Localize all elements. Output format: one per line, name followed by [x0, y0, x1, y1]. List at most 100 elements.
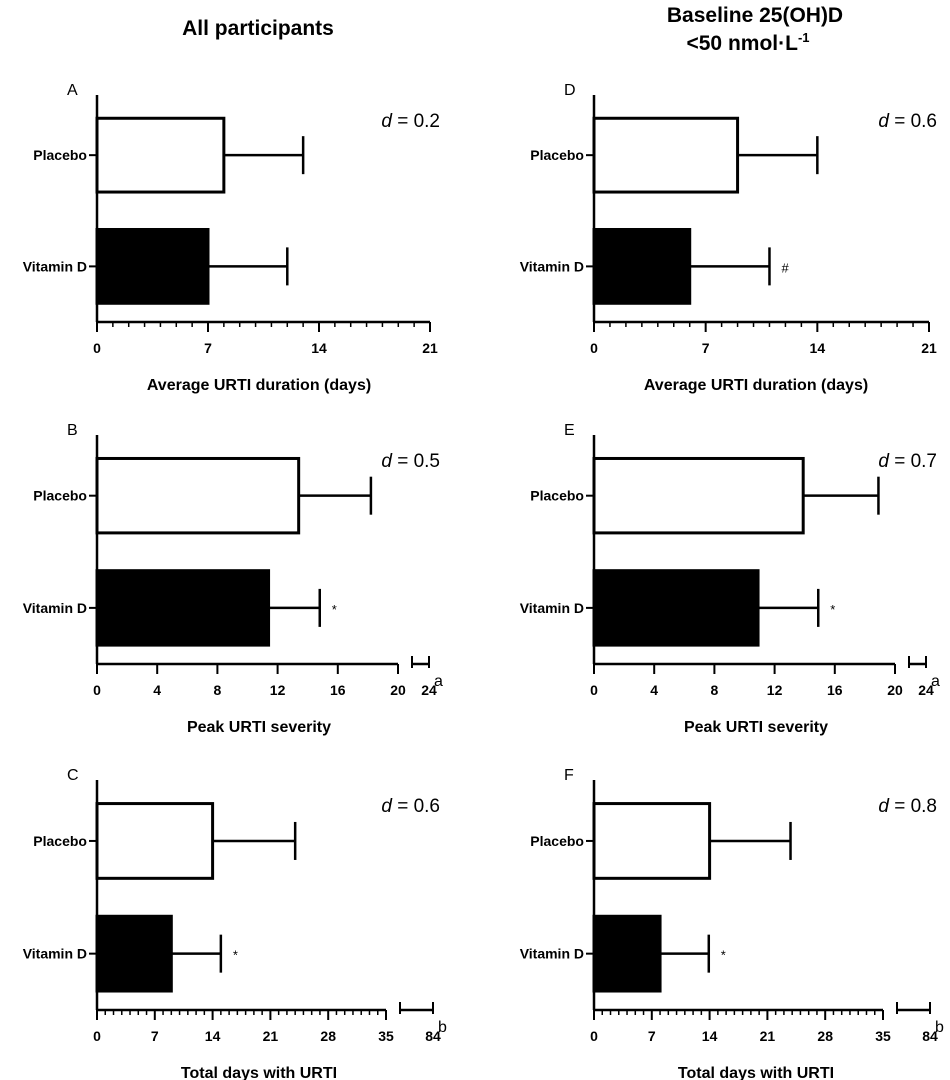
right-column-title-line1: Baseline 25(OH)D — [667, 4, 843, 27]
x-axis-title: Total days with URTI — [678, 1065, 834, 1080]
x-tick-label: 20 — [887, 682, 903, 698]
axis-break-footnote: a — [434, 673, 443, 690]
category-label: Vitamin D — [23, 258, 87, 274]
x-tick-label: 21 — [760, 1028, 776, 1044]
right-title-main: <50 nmol·L — [686, 32, 798, 55]
bar-placebo — [95, 802, 215, 880]
category-label: Vitamin D — [23, 946, 87, 962]
effect-size-symbol: d — [381, 451, 393, 472]
panel-letter: C — [67, 767, 79, 784]
effect-size-symbol: d — [381, 111, 393, 132]
effect-size-value: = 0.2 — [392, 111, 440, 132]
effect-size-symbol: d — [878, 451, 890, 472]
x-axis-title: Average URTI duration (days) — [147, 377, 371, 394]
effect-size-value: = 0.6 — [392, 796, 440, 817]
bar-placebo — [95, 116, 226, 194]
effect-size-symbol: d — [878, 796, 890, 817]
effect-size-value: = 0.8 — [889, 796, 937, 817]
x-axis-title: Average URTI duration (days) — [644, 377, 868, 394]
x-tick-label: 4 — [650, 682, 658, 698]
category-label: Vitamin D — [520, 258, 584, 274]
effect-size-value: = 0.7 — [889, 451, 937, 472]
effect-size-symbol: d — [381, 796, 393, 817]
axis-break-footnote: b — [438, 1019, 447, 1036]
category-label: Placebo — [33, 488, 87, 504]
effect-size-label: d = 0.6 — [381, 796, 440, 817]
effect-size-symbol: d — [878, 111, 890, 132]
significance-marker: * — [830, 602, 835, 617]
x-tick-label-break: 84 — [922, 1028, 938, 1044]
panel-letter: E — [564, 422, 575, 439]
x-tick-label: 21 — [422, 340, 438, 356]
panel-letter: D — [564, 82, 576, 99]
x-tick-label: 16 — [330, 682, 346, 698]
bar-vitamin-d — [592, 914, 662, 993]
x-tick-label: 0 — [590, 340, 598, 356]
x-tick-label: 35 — [875, 1028, 891, 1044]
x-tick-label: 14 — [311, 340, 327, 356]
category-label: Placebo — [530, 147, 584, 163]
x-tick-label: 14 — [702, 1028, 718, 1044]
x-tick-label: 0 — [93, 1028, 101, 1044]
category-label: Placebo — [530, 833, 584, 849]
effect-size-label: d = 0.2 — [381, 111, 440, 132]
x-tick-label: 28 — [817, 1028, 833, 1044]
panel-letter: B — [67, 422, 78, 439]
x-tick-label: 28 — [320, 1028, 336, 1044]
panel-b: Bd = 0.5 Placebo Vitamin D * 0 4 8 12 16 20 24a Pea… — [23, 422, 443, 736]
significance-marker: * — [332, 602, 337, 617]
x-tick-label-break: 84 — [425, 1028, 441, 1044]
x-tick-label: 20 — [390, 682, 406, 698]
bar-vitamin-d — [95, 569, 271, 647]
effect-size-label: d = 0.8 — [878, 796, 937, 817]
right-column-title-line2: <50 nmol·L-1 — [686, 30, 809, 55]
bar-vitamin-d — [95, 227, 210, 305]
category-label: Placebo — [530, 488, 584, 504]
x-tick-label: 7 — [648, 1028, 656, 1044]
x-axis-title: Total days with URTI — [181, 1065, 337, 1080]
bar-placebo — [592, 802, 712, 880]
panel-a: Ad = 0.2 Placebo Vitamin D 0 7 14 21 Average UR… — [23, 82, 440, 394]
x-tick-label: 0 — [590, 682, 598, 698]
effect-size-label: d = 0.6 — [878, 111, 937, 132]
significance-marker: # — [781, 260, 789, 275]
x-tick-label-break: 24 — [421, 682, 437, 698]
category-label: Placebo — [33, 147, 87, 163]
x-axis-title: Peak URTI severity — [684, 719, 828, 736]
panel-f: Fd = 0.8 Placebo Vitamin D * 0 7 14 21 28 35 84b To… — [520, 767, 944, 1080]
effect-size-label: d = 0.7 — [878, 451, 937, 472]
significance-marker: * — [233, 948, 238, 963]
x-tick-label: 0 — [93, 340, 101, 356]
effect-size-value: = 0.6 — [889, 111, 937, 132]
x-tick-label: 7 — [204, 340, 212, 356]
left-column-title: All participants — [182, 17, 334, 40]
x-tick-label: 35 — [378, 1028, 394, 1044]
panel-letter: A — [67, 82, 78, 99]
panel-letter: F — [564, 767, 574, 784]
bar-vitamin-d — [95, 914, 173, 993]
bar-placebo — [95, 456, 301, 535]
significance-marker: * — [721, 948, 726, 963]
x-tick-label: 14 — [205, 1028, 221, 1044]
x-tick-label: 0 — [590, 1028, 598, 1044]
category-label: Placebo — [33, 833, 87, 849]
x-tick-label: 0 — [93, 682, 101, 698]
x-axis-title: Peak URTI severity — [187, 719, 331, 736]
x-tick-label: 4 — [153, 682, 161, 698]
category-label: Vitamin D — [520, 946, 584, 962]
panel-e: Ed = 0.7 Placebo Vitamin D * 0 4 8 12 16 20 24a Pea… — [520, 422, 940, 736]
effect-size-label: d = 0.5 — [381, 451, 440, 472]
x-tick-label: 12 — [767, 682, 783, 698]
x-tick-label: 12 — [270, 682, 286, 698]
x-tick-label: 7 — [151, 1028, 159, 1044]
x-tick-label: 21 — [921, 340, 937, 356]
panel-c: Cd = 0.6 Placebo Vitamin D * 0 7 14 21 28 35 84b To… — [23, 767, 447, 1080]
bar-vitamin-d — [592, 569, 760, 647]
x-tick-label: 14 — [810, 340, 826, 356]
x-tick-label: 21 — [263, 1028, 279, 1044]
category-label: Vitamin D — [520, 600, 584, 616]
bar-vitamin-d — [592, 227, 692, 305]
axis-break-footnote: a — [931, 673, 940, 690]
bar-placebo — [592, 116, 740, 194]
